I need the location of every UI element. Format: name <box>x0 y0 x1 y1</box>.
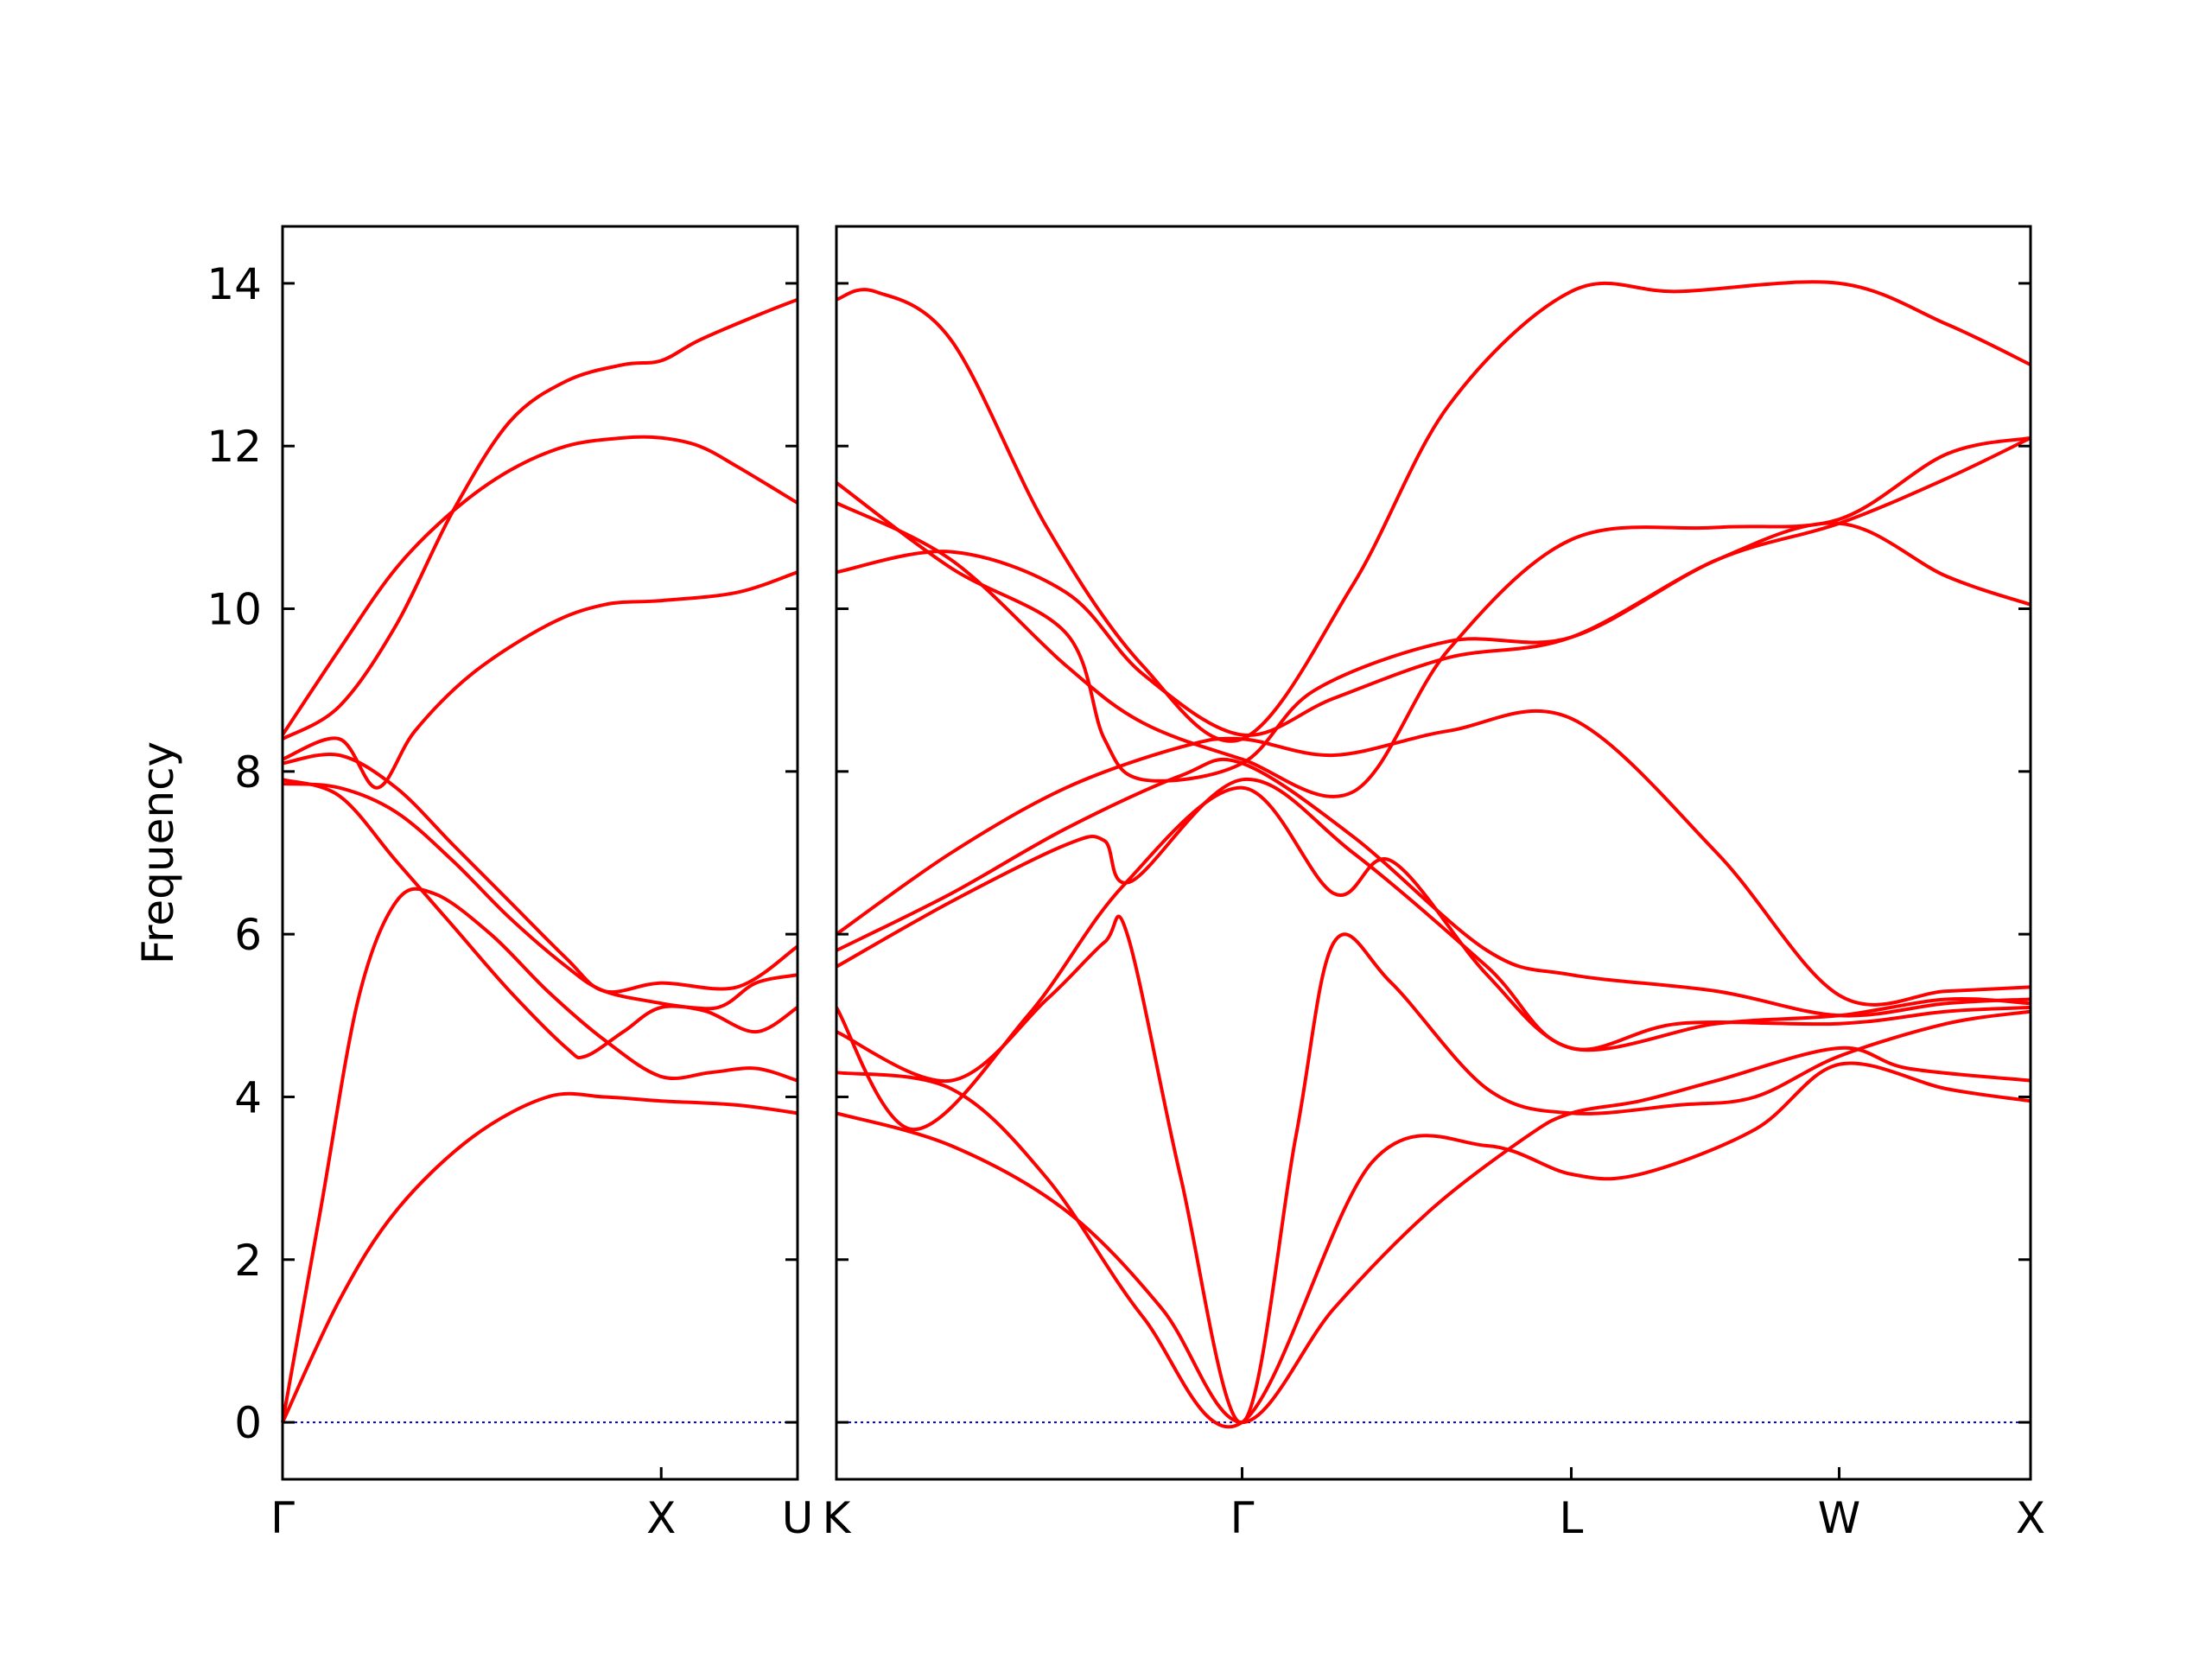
band-series-3 <box>282 778 798 1060</box>
x-tick-label: X <box>2016 1493 2045 1543</box>
x-tick-label: W <box>1818 1493 1860 1543</box>
band-series-6 <box>282 570 798 790</box>
y-tick-label: 8 <box>234 747 262 798</box>
band-series-7 <box>281 435 799 736</box>
y-tick-label: 6 <box>234 910 262 960</box>
band-series-3 <box>836 914 2031 1425</box>
band-series-2 <box>281 1091 798 1423</box>
band-series-4 <box>282 782 799 1034</box>
band-series-1 <box>281 887 798 1423</box>
panel-1: 0 2 4 6 8 10 12 14 Γ X U <box>207 225 814 1543</box>
y-tick-label: 2 <box>234 1236 262 1286</box>
plot-frame <box>281 225 799 1481</box>
band-series-8 <box>282 297 798 741</box>
y-axis-title: Frequency <box>133 741 183 964</box>
x-tick-label: L <box>1560 1493 1584 1543</box>
y-tick-label: 0 <box>234 1398 262 1448</box>
y-tick-label: 14 <box>207 259 262 309</box>
x-tick-label: U <box>782 1493 814 1543</box>
band-series-1 <box>836 1046 2031 1425</box>
x-tick-label: Γ <box>270 1493 295 1543</box>
band-series-6 <box>836 757 2031 1018</box>
band-series-8 <box>836 436 2031 737</box>
y-tick-label: 4 <box>234 1072 262 1122</box>
band-series-9 <box>836 435 2031 798</box>
plot-frame <box>835 225 2032 1481</box>
y-tick-label: 10 <box>207 585 262 635</box>
band-series-2 <box>836 1061 2031 1429</box>
band-series-4 <box>835 785 2031 1132</box>
band-series-7 <box>835 709 2031 1007</box>
x-tick-label: Γ <box>1230 1493 1255 1543</box>
band-series-10 <box>835 480 2031 783</box>
band-series-5 <box>836 778 2031 1052</box>
x-tick-label: K <box>823 1493 852 1543</box>
band-series-11 <box>836 280 2031 743</box>
y-tick-label: 12 <box>207 422 262 472</box>
x-tick-label: X <box>646 1493 676 1543</box>
band-series-5 <box>282 753 799 995</box>
